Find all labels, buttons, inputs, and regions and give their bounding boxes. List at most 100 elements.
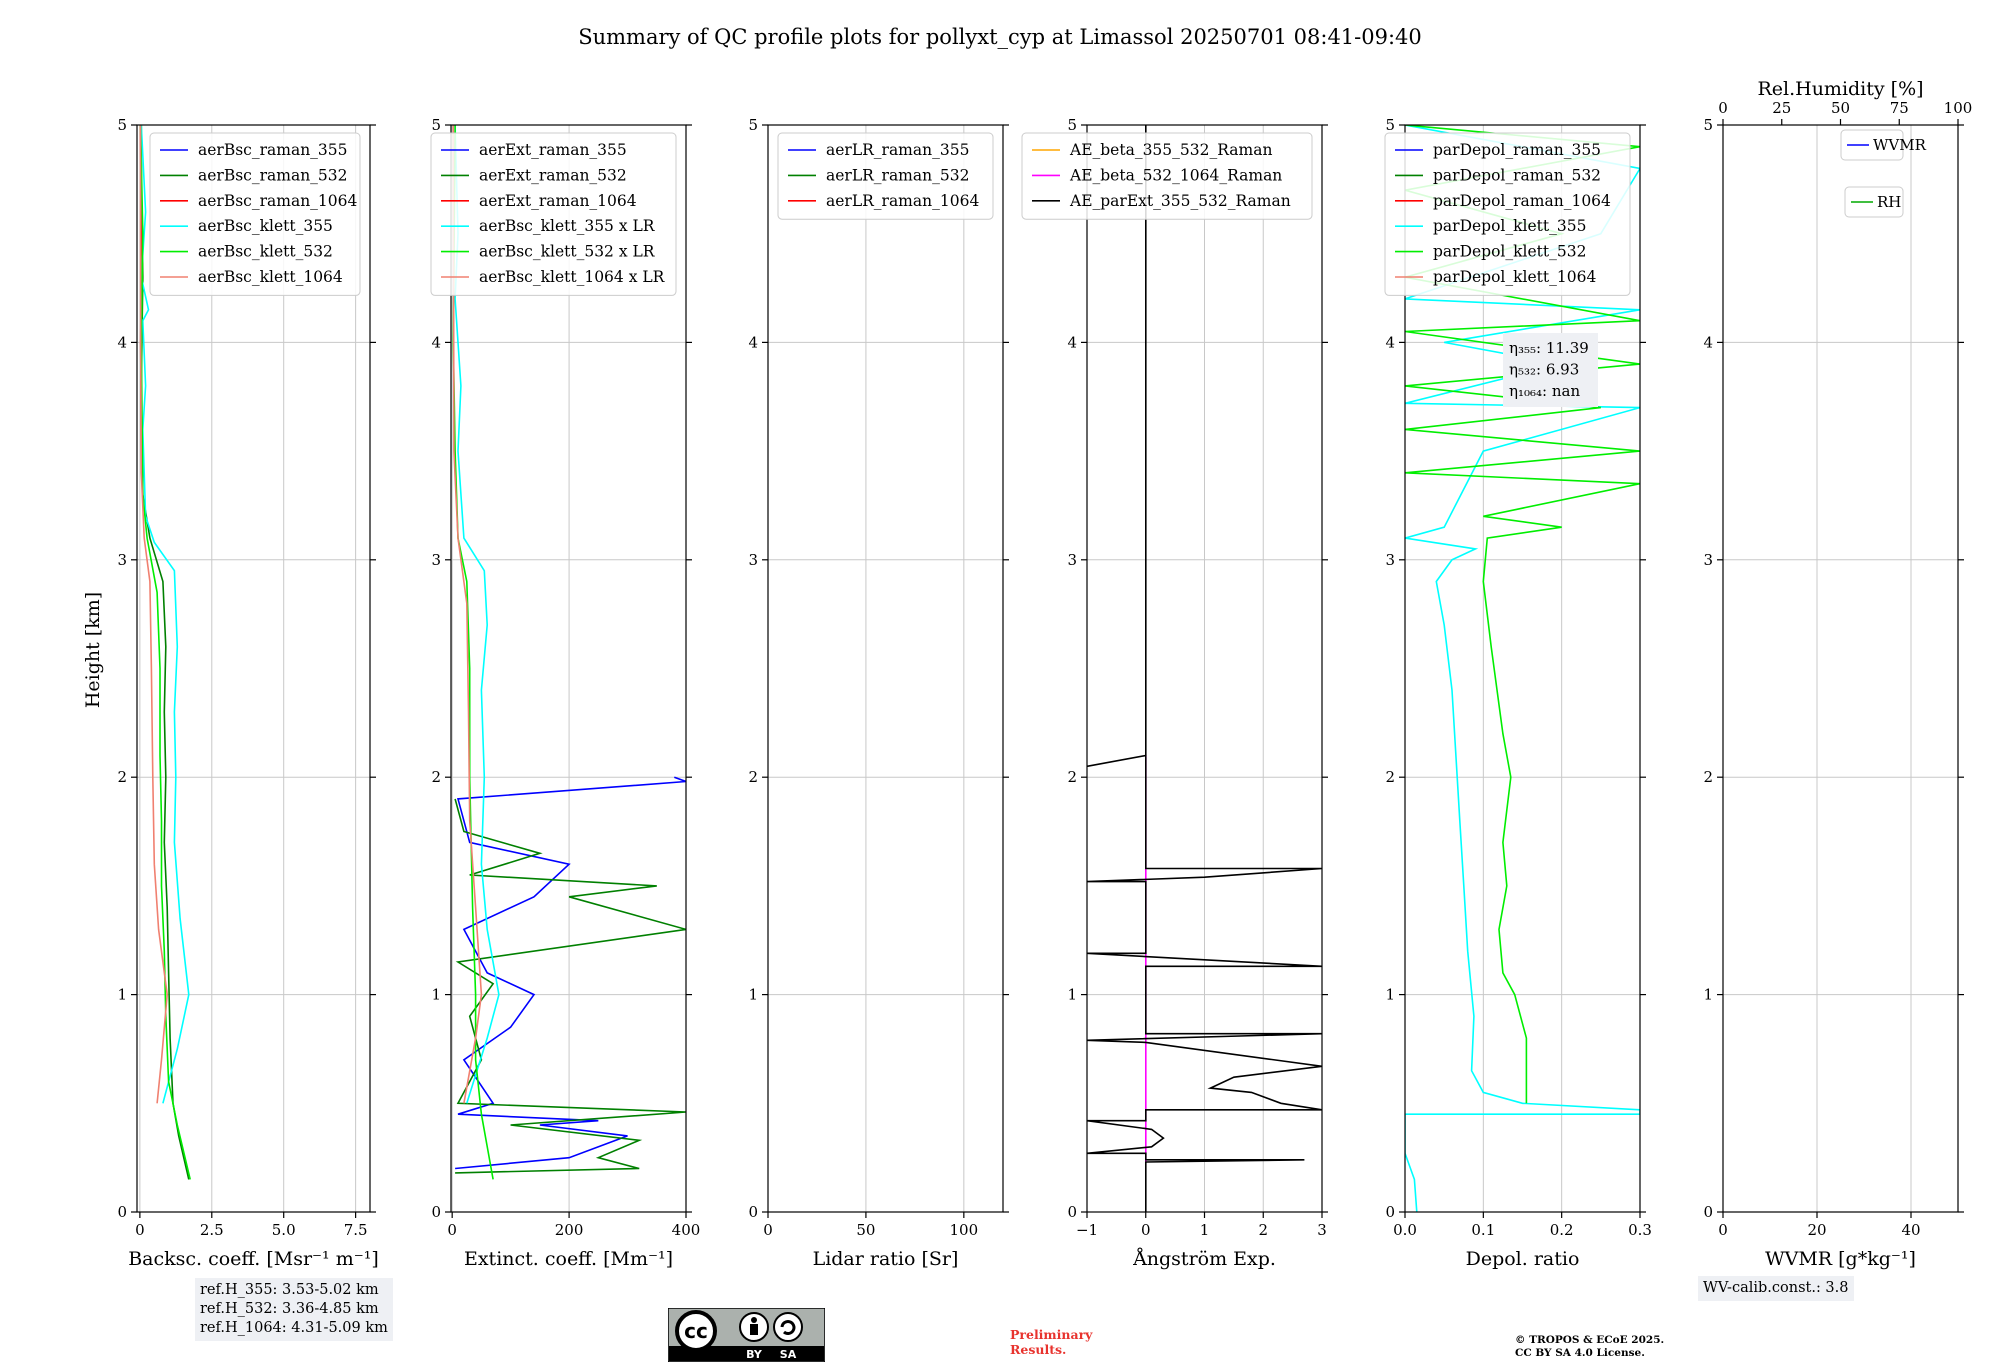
legend-box-backscatter <box>149 132 361 296</box>
panel-backscatter: 0 2.5 5.0 7.5 0 1 2 3 4 5 Backsc. coeff. [Msr⁻¹ m⁻… <box>117 116 378 1270</box>
x-tick-label-depol-0: 0.0 <box>1393 1221 1417 1239</box>
x-tick-label-extinction-2: 400 <box>672 1221 701 1239</box>
cc-logo-text: cc <box>684 1319 708 1343</box>
top-tick-label-4: 100 <box>1944 99 1973 117</box>
legend-label-depol-4: parDepol_klett_532 <box>1433 243 1586 261</box>
ref-height-1064: ref.H_1064: 4.31-5.09 km <box>200 1320 388 1336</box>
legend-label-depol-1: parDepol_raman_532 <box>1433 166 1601 184</box>
legend-label-backscatter-4: aerBsc_klett_532 <box>198 243 333 261</box>
x-tick-label-angstrom-0: −1 <box>1076 1221 1098 1239</box>
sa-share-icon <box>773 1312 803 1342</box>
top-axis-label: Rel.Humidity [%] <box>1757 78 1923 100</box>
axes-frame-wvmr <box>1722 124 1959 1213</box>
legend-label-backscatter-1: aerBsc_raman_532 <box>198 166 348 184</box>
y-tick-label-lidar_ratio-4: 4 <box>748 333 758 351</box>
top-tick-label-3: 75 <box>1890 99 1909 117</box>
x-tick-label-backscatter-3: 7.5 <box>344 1221 368 1239</box>
x-axis-label-wvmr: WVMR [g*kg⁻¹] <box>1765 1248 1916 1270</box>
ref-height-355: ref.H_355: 3.53-5.02 km <box>200 1282 379 1298</box>
y-tick-label-extinction-4: 4 <box>431 333 441 351</box>
legend-label-depol-3: parDepol_klett_355 <box>1433 217 1586 235</box>
series-line-backscatter-3 <box>140 125 190 1104</box>
y-tick-label-extinction-1: 1 <box>431 986 441 1004</box>
axes-frame-depol <box>1404 124 1641 1213</box>
y-tick-label-lidar_ratio-3: 3 <box>748 551 758 569</box>
series-group-extinction <box>452 125 686 1180</box>
series-line-extinction-4 <box>452 125 494 1180</box>
y-tick-label-depol-4: 4 <box>1385 333 1395 351</box>
y-tick-label-extinction-3: 3 <box>431 551 441 569</box>
panel-lidar_ratio: 0 50 100 0 1 2 3 4 5 Lidar ratio [Sr] aerLR_raman_… <box>748 116 1009 1270</box>
y-tick-label-lidar_ratio-1: 1 <box>748 986 758 1004</box>
figure-title: Summary of QC profile plots for pollyxt_… <box>578 25 1422 49</box>
series-line-extinction-0 <box>455 776 686 1170</box>
series-group-depol <box>1405 125 1640 1212</box>
series-line-extinction-1 <box>454 798 686 1174</box>
y-tick-label-lidar_ratio-5: 5 <box>748 116 758 134</box>
cc-logo-icon <box>675 1310 717 1352</box>
legend-box-lidar_ratio <box>777 132 994 220</box>
panel-wvmr: 0 20 40 0 1 2 3 4 5 WVMR [g*kg⁻¹] 0 25 50 75 100 Rel.Hu… <box>1703 78 1972 1270</box>
eta-box <box>1503 333 1598 407</box>
y-tick-label-angstrom-2: 2 <box>1067 768 1077 786</box>
eta-value-0: η₃₅₅: 11.39 <box>1509 339 1589 357</box>
series-group-backscatter <box>139 125 191 1180</box>
panel-extinction: 0 200 400 0 1 2 3 4 5 Extinct. coeff. [Mm⁻¹] aerEx… <box>430 116 701 1270</box>
x-tick-label-wvmr-1: 20 <box>1807 1221 1826 1239</box>
x-tick-label-backscatter-0: 0 <box>135 1221 145 1239</box>
panels-group: 0 2.5 5.0 7.5 0 1 2 3 4 5 Backsc. coeff. [Msr⁻¹ m⁻… <box>117 78 1972 1270</box>
y-tick-label-backscatter-3: 3 <box>117 551 127 569</box>
top-tick-label-0: 0 <box>1718 99 1728 117</box>
legend-label-backscatter-2: aerBsc_raman_1064 <box>198 192 358 210</box>
legend-label-extinction-1: aerExt_raman_532 <box>479 166 627 184</box>
x-tick-label-depol-3: 0.3 <box>1628 1221 1652 1239</box>
x-tick-label-angstrom-4: 3 <box>1317 1221 1327 1239</box>
cc-by-sa-badge: cc BY SA <box>668 1308 825 1362</box>
legend-label-depol-2: parDepol_raman_1064 <box>1433 192 1611 210</box>
legend-label-extinction-3: aerBsc_klett_355 x LR <box>479 217 656 235</box>
legend-label-angstrom-0: AE_beta_355_532_Raman <box>1069 141 1272 159</box>
legend-label-lidar_ratio-1: aerLR_raman_532 <box>826 166 969 184</box>
series-line-backscatter-5 <box>139 125 169 1104</box>
legend-box-wvmr-1 <box>1844 186 1904 218</box>
series-line-depol-3 <box>1405 125 1640 1212</box>
legend-box-wvmr-0 <box>1840 129 1904 161</box>
y-tick-label-lidar_ratio-2: 2 <box>748 768 758 786</box>
preliminary-line-2: Results. <box>1010 1342 1067 1357</box>
y-tick-label-extinction-2: 2 <box>431 768 441 786</box>
series-line-depol-4 <box>1405 125 1640 1104</box>
legend-box-extinction <box>430 132 677 296</box>
y-axis-label: Height [km] <box>82 592 104 708</box>
legend-label-lidar_ratio-0: aerLR_raman_355 <box>826 141 969 159</box>
y-tick-label-angstrom-5: 5 <box>1067 116 1077 134</box>
y-tick-label-angstrom-3: 3 <box>1067 551 1077 569</box>
y-tick-label-extinction-0: 0 <box>431 1203 441 1221</box>
x-tick-label-depol-2: 0.2 <box>1550 1221 1574 1239</box>
x-axis-label-depol: Depol. ratio <box>1466 1248 1580 1270</box>
y-tick-label-wvmr-4: 4 <box>1703 333 1713 351</box>
y-tick-label-backscatter-0: 0 <box>117 1203 127 1221</box>
y-tick-label-depol-5: 5 <box>1385 116 1395 134</box>
x-tick-label-lidar_ratio-2: 100 <box>950 1221 979 1239</box>
eta-value-1: η₅₃₂: 6.93 <box>1509 361 1579 379</box>
x-axis-label-angstrom: Ångström Exp. <box>1132 1248 1276 1270</box>
x-tick-label-backscatter-1: 2.5 <box>200 1221 224 1239</box>
series-line-extinction-5 <box>452 125 483 1104</box>
y-tick-label-wvmr-3: 3 <box>1703 551 1713 569</box>
x-tick-label-angstrom-2: 1 <box>1200 1221 1210 1239</box>
x-tick-label-extinction-0: 0 <box>447 1221 457 1239</box>
x-tick-label-lidar_ratio-1: 50 <box>856 1221 875 1239</box>
y-tick-label-backscatter-5: 5 <box>117 116 127 134</box>
legend-box-depol <box>1384 132 1631 296</box>
ref-height-532: ref.H_532: 3.36-4.85 km <box>200 1301 379 1317</box>
legend-label-extinction-2: aerExt_raman_1064 <box>479 192 637 210</box>
series-line-backscatter-4 <box>139 125 191 1180</box>
top-tick-label-2: 50 <box>1831 99 1850 117</box>
series-line-extinction-3 <box>454 125 500 1104</box>
top-tick-label-1: 25 <box>1772 99 1791 117</box>
preliminary-note: Preliminary Results. <box>1010 1327 1092 1357</box>
eta-value-2: η₁₀₆₄: nan <box>1509 382 1580 400</box>
x-tick-label-depol-1: 0.1 <box>1471 1221 1495 1239</box>
x-tick-label-angstrom-1: 0 <box>1141 1221 1151 1239</box>
y-tick-label-backscatter-4: 4 <box>117 333 127 351</box>
